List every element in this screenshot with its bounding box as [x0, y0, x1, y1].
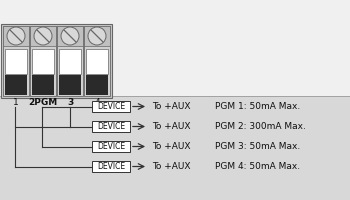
Text: DEVICE: DEVICE [97, 142, 125, 151]
Bar [84, 26, 110, 46]
Bar [86, 49, 108, 74]
Bar [84, 26, 110, 96]
Text: 4: 4 [94, 98, 100, 107]
Bar [32, 75, 54, 95]
Bar [59, 75, 81, 95]
Text: 3: 3 [67, 98, 73, 107]
Text: To +AUX: To +AUX [152, 142, 190, 151]
Bar [1, 24, 112, 98]
Circle shape [88, 27, 106, 45]
Bar [5, 75, 27, 95]
Text: To +AUX: To +AUX [152, 102, 190, 111]
Text: PGM 3: 50mA Max.: PGM 3: 50mA Max. [215, 142, 300, 151]
Text: PGM 1: 50mA Max.: PGM 1: 50mA Max. [215, 102, 300, 111]
Bar [57, 26, 83, 46]
Text: DEVICE: DEVICE [97, 102, 125, 111]
Text: To +AUX: To +AUX [152, 162, 190, 171]
Bar [3, 26, 29, 46]
Bar [30, 26, 56, 96]
Bar [3, 26, 29, 96]
Text: 2PGM: 2PGM [28, 98, 58, 107]
Bar [0, 96, 350, 200]
Bar [59, 49, 81, 74]
Bar [92, 121, 130, 132]
Text: PGM 4: 50mA Max.: PGM 4: 50mA Max. [215, 162, 300, 171]
Bar [92, 161, 130, 172]
Text: DEVICE: DEVICE [97, 162, 125, 171]
Bar [30, 26, 56, 46]
Text: To +AUX: To +AUX [152, 122, 190, 131]
Circle shape [61, 27, 79, 45]
Bar [0, 0, 350, 96]
Bar [57, 26, 83, 96]
Bar [5, 49, 27, 74]
Bar [32, 49, 54, 74]
Text: PGM 2: 300mA Max.: PGM 2: 300mA Max. [215, 122, 306, 131]
Circle shape [7, 27, 25, 45]
Bar [86, 75, 108, 95]
Circle shape [34, 27, 52, 45]
Bar [92, 141, 130, 152]
Text: 1: 1 [13, 98, 19, 107]
Bar [92, 101, 130, 112]
Text: DEVICE: DEVICE [97, 122, 125, 131]
